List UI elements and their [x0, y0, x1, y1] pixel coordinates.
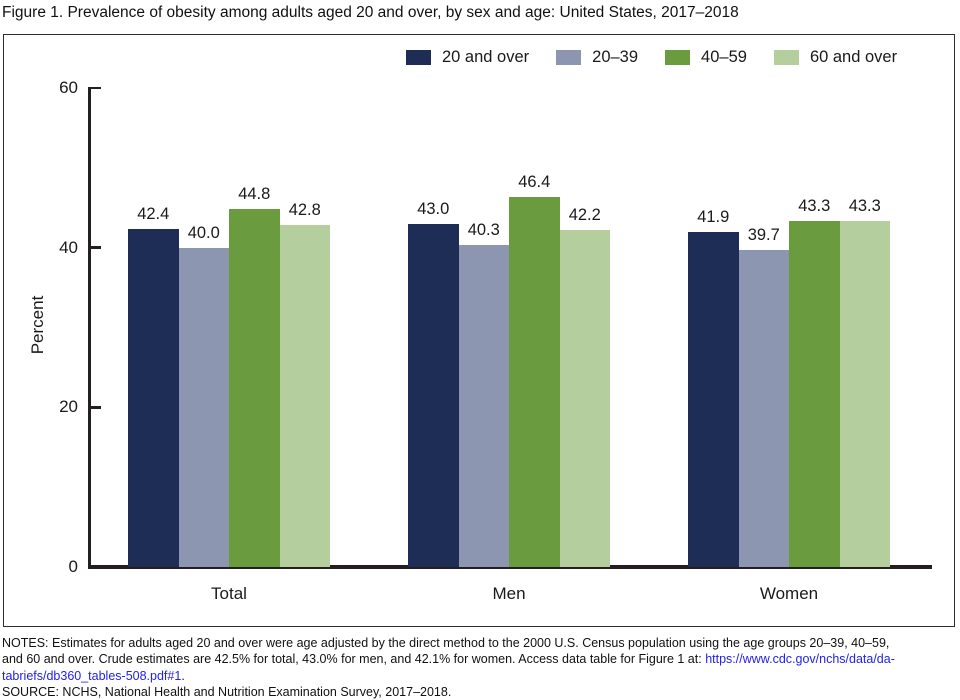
bar-women-20-39	[738, 250, 789, 567]
legend-swatch-icon	[665, 49, 691, 65]
chart-legend: 20 and over 20–39 40–59 60 and over	[406, 49, 897, 66]
legend-label: 20 and over	[442, 48, 530, 66]
legend-item-60-and-over: 60 and over	[773, 48, 898, 66]
notes-line-1: NOTES: Estimates for adults aged 20 and …	[2, 635, 895, 651]
bar-total-20-and-over	[128, 228, 179, 567]
bar-men-20-39	[458, 245, 509, 567]
bar-value-label: 42.4	[137, 204, 170, 223]
bar-women-20-and-over	[688, 232, 739, 567]
y-axis-tick-label: 60	[59, 78, 78, 97]
y-axis-tick-label: 20	[59, 397, 78, 417]
data-table-link[interactable]: https://www.cdc.gov/nchs/data/da-	[705, 652, 895, 667]
y-axis-tick-label: 0	[68, 557, 78, 576]
legend-item-20-39: 20–39	[556, 49, 638, 66]
notes-text: NOTES: Estimates for adults aged 20 and …	[2, 636, 890, 650]
bar-value-label: 44.8	[238, 185, 271, 204]
notes-text: and 60 and over. Crude estimates are 42.…	[2, 652, 706, 667]
bar-men-20-and-over	[408, 223, 459, 567]
bar-value-label: 46.4	[518, 172, 551, 191]
bar-value-label: 43.3	[848, 197, 881, 216]
plot-area: Percent 0 20 40 60 42.4 40.0 44.8 42.8 Total 43.0…	[4, 35, 954, 626]
bar-value-label: 42.2	[568, 206, 601, 225]
legend-label: 40–59	[701, 48, 747, 66]
legend-item-40-59: 40–59	[665, 49, 747, 66]
notes-line-3: tabriefs/db360_tables-508.pdf#1.	[2, 668, 895, 684]
notes-line-2: and 60 and over. Crude estimates are 42.…	[2, 651, 895, 667]
x-axis-category-label: Men	[492, 584, 526, 603]
bar-men-60-and-over	[559, 230, 610, 567]
bar-value-label: 40.3	[467, 221, 500, 240]
bar-total-60-and-over	[279, 225, 330, 567]
bar-women-40-59	[789, 221, 840, 567]
bar-value-label: 39.7	[747, 226, 780, 245]
legend-label: 60 and over	[809, 48, 898, 66]
legend-label: 20–39	[592, 48, 639, 66]
notes-text: .	[181, 668, 185, 683]
figure-title: Figure 1. Prevalence of obesity among ad…	[2, 4, 739, 21]
source-line: SOURCE: NCHS, National Health and Nutrit…	[2, 684, 452, 699]
bar-total-40-59	[229, 209, 280, 567]
y-axis-tick	[88, 406, 101, 409]
x-axis-line	[88, 565, 932, 569]
x-axis-category-label: Women	[759, 584, 819, 603]
y-axis-tick	[88, 86, 101, 90]
bar-value-label: 43.0	[417, 199, 450, 218]
legend-item-20-and-over: 20 and over	[406, 49, 529, 66]
y-axis-line	[88, 88, 91, 569]
y-axis-tick	[88, 246, 101, 249]
legend-swatch-icon	[773, 49, 799, 65]
y-axis-title: Percent	[28, 295, 47, 355]
bar-men-40-59	[509, 196, 560, 567]
bar-value-label: 41.9	[697, 208, 730, 227]
chart-frame: 20 and over 20–39 40–59 60 and over Percent…	[3, 34, 955, 627]
data-table-link-continued[interactable]: tabriefs/db360_tables-508.pdf#1	[2, 668, 182, 683]
bar-value-label: 42.8	[288, 201, 321, 220]
legend-swatch-icon	[556, 49, 582, 65]
bar-value-label: 43.3	[798, 197, 831, 216]
x-axis-category-label: Total	[211, 584, 247, 603]
y-axis-tick-label: 40	[59, 237, 78, 257]
bar-women-60-and-over	[839, 221, 890, 567]
legend-swatch-icon	[406, 49, 431, 65]
chart-notes: NOTES: Estimates for adults aged 20 and …	[2, 635, 895, 700]
bar-value-label: 40.0	[187, 223, 220, 242]
bar-total-20-39	[178, 247, 229, 567]
